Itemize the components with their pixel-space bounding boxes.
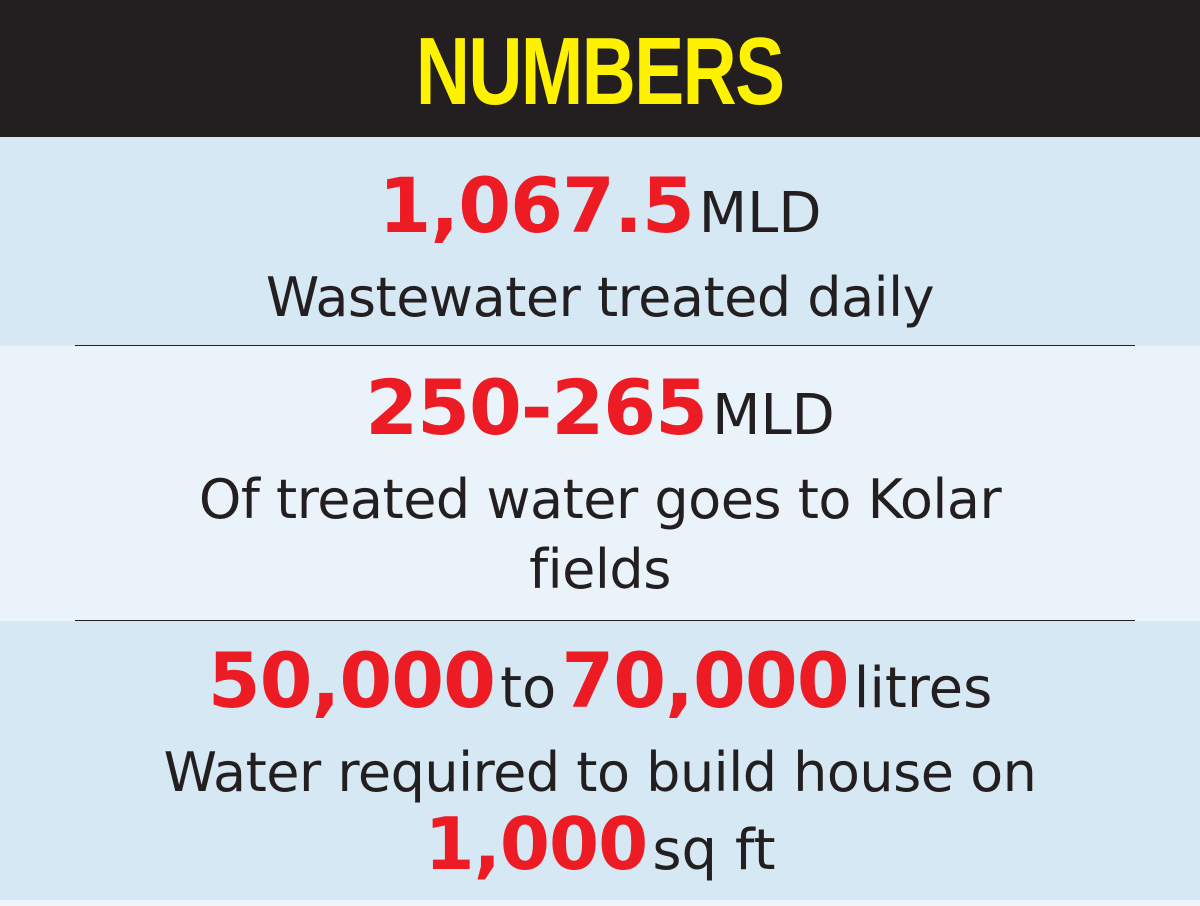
stat-wastewater-treated: 1,067.5 MLD Wastewater treated daily: [0, 137, 1200, 346]
header-title: NUMBERS: [416, 17, 785, 125]
stat-connector: to: [500, 656, 557, 721]
stat-description: Wastewater treated daily: [265, 266, 935, 329]
stat-description-line-1: Water required to build house on: [163, 741, 1037, 804]
stat-unit: MLD: [712, 383, 835, 448]
stat-unit: litres: [853, 656, 993, 721]
stat-figure-line: 50,000 to 70,000 litres: [0, 637, 1200, 746]
header-banner: NUMBERS: [0, 0, 1200, 137]
stat-kolar-fields: 250-265 MLD Of treated water goes to Kol…: [0, 346, 1200, 621]
stat-figure-line: 1,067.5 MLD: [0, 161, 1200, 272]
stat-area-line: 1,000 sq ft: [0, 802, 1200, 906]
stat-house-water: 50,000 to 70,000 litres Water required t…: [0, 621, 1200, 900]
stat-figure-line: 250-265 MLD: [0, 364, 1200, 473]
stat-area-unit: sq ft: [652, 818, 776, 883]
stat-unit: MLD: [698, 181, 822, 246]
stat-figure: 1,067.5: [378, 161, 695, 250]
stat-description-line-1: Of treated water goes to Kolar: [198, 468, 1002, 531]
stat-figure-to: 70,000: [561, 636, 849, 725]
stat-description-line-2: fields: [529, 538, 671, 601]
stat-area-figure: 1,000: [424, 802, 648, 886]
stat-figure: 250-265: [365, 363, 708, 452]
stat-figure-from: 50,000: [207, 636, 496, 725]
